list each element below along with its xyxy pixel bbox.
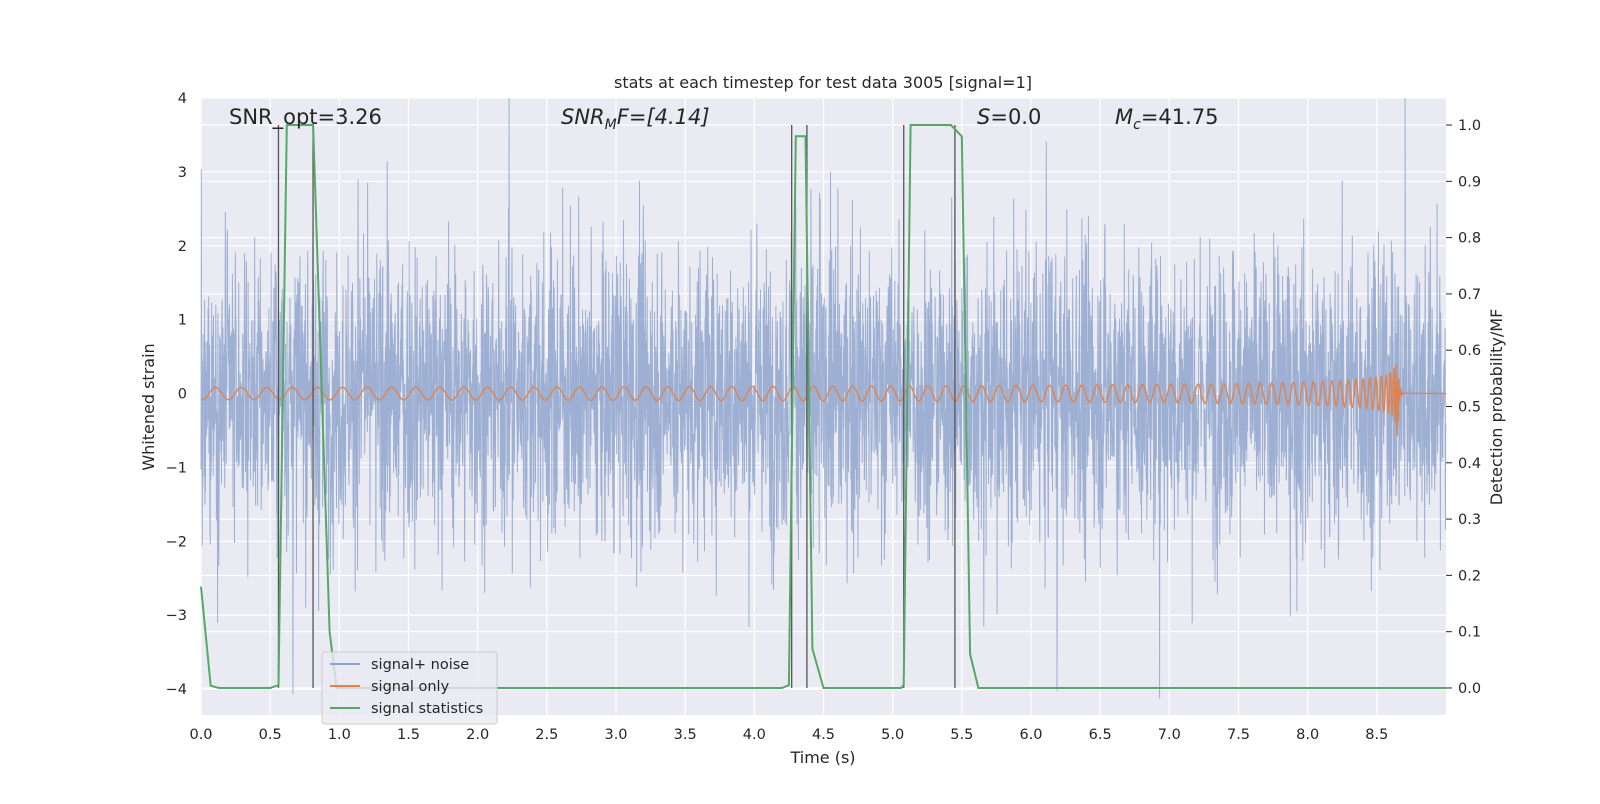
x-tick-label: 6.0 — [1019, 727, 1042, 743]
y-tick-label-right: 0.0 — [1458, 681, 1481, 697]
y-tick-label: −4 — [166, 682, 187, 698]
x-tick-label: 7.0 — [1158, 727, 1181, 743]
x-axis-label: Time (s) — [789, 748, 855, 767]
x-tick-label: 3.0 — [604, 727, 627, 743]
chart-title: stats at each timestep for test data 300… — [614, 73, 1032, 92]
annotation-snr-opt: SNR_opt=3.26 — [229, 105, 382, 130]
y-tick-label-right: 0.5 — [1458, 400, 1481, 416]
y-axis-label-right: Detection probability/MF — [1487, 309, 1506, 506]
annotations: SNR_opt=3.26 SNRMF=[4.14] S=0.0 Mc=41.75 — [229, 105, 1219, 133]
noise-line — [200, 97, 1447, 699]
y-tick-label-right: 0.1 — [1458, 625, 1481, 641]
x-tick-label: 4.0 — [743, 727, 766, 743]
y-tick-label: 4 — [178, 91, 187, 107]
x-tick-label: 5.0 — [881, 727, 904, 743]
series-signal-noise — [200, 97, 1447, 699]
y-tick-label: 2 — [178, 239, 187, 255]
annotation-snr-mf: SNRMF=[4.14] — [561, 105, 710, 133]
y-axis-label: Whitened strain — [139, 343, 158, 470]
x-tick-label: 7.5 — [1227, 727, 1250, 743]
series-signal-statistics — [200, 124, 1446, 689]
y-tick-label-right: 0.4 — [1458, 456, 1481, 472]
y-tick-label-right: 0.7 — [1458, 287, 1481, 303]
x-tick-label: 2.0 — [466, 727, 489, 743]
legend: signal+ noise signal only signal statist… — [321, 651, 498, 725]
annotation-mc: Mc=41.75 — [1115, 105, 1219, 133]
x-tick-label: 6.5 — [1089, 727, 1112, 743]
x-tick-label: 5.5 — [950, 727, 973, 743]
y-tick-label-right: 0.3 — [1458, 512, 1481, 528]
x-tick-label: 2.5 — [535, 727, 558, 743]
y-tick-label: 1 — [178, 313, 187, 329]
y-tick-label: −2 — [166, 534, 187, 550]
x-tick-label: 1.0 — [328, 727, 351, 743]
y-tick-label-right: 0.8 — [1458, 231, 1481, 247]
annotation-s: S=0.0 — [977, 105, 1041, 129]
signal-statistics-line — [200, 124, 1446, 689]
legend-label-signal-only: signal only — [371, 679, 450, 695]
series-signal-only — [200, 363, 1447, 436]
legend-label-signal-noise: signal+ noise — [371, 657, 469, 673]
y-tick-label: 3 — [178, 165, 187, 181]
y-tick-label: −1 — [166, 460, 187, 476]
y-tick-label: −3 — [166, 608, 187, 624]
x-tick-label: 1.5 — [397, 727, 420, 743]
y-tick-label-right: 0.9 — [1458, 174, 1481, 190]
y-tick-label-right: 0.6 — [1458, 343, 1481, 359]
legend-box — [321, 651, 498, 725]
vertical-marker-lines — [277, 125, 956, 688]
x-tick-label: 0.0 — [189, 727, 212, 743]
legend-label-signal-statistics: signal statistics — [371, 701, 483, 717]
x-tick-label: 3.5 — [674, 727, 697, 743]
signal-only-line — [200, 363, 1447, 436]
x-tick-label: 0.5 — [259, 727, 282, 743]
x-tick-label: 4.5 — [812, 727, 835, 743]
axes-layer: 0.0 0.5 1.0 1.5 2.0 2.5 3.0 3.5 4.0 4.5 5.0 5.5 6.0 6… — [166, 91, 1481, 743]
x-tick-label: 8.0 — [1296, 727, 1319, 743]
y-tick-label-right: 1.0 — [1458, 118, 1481, 134]
x-tick-label: 8.5 — [1365, 727, 1388, 743]
y-tick-label: 0 — [178, 387, 187, 403]
y-tick-label-right: 0.2 — [1458, 568, 1481, 584]
